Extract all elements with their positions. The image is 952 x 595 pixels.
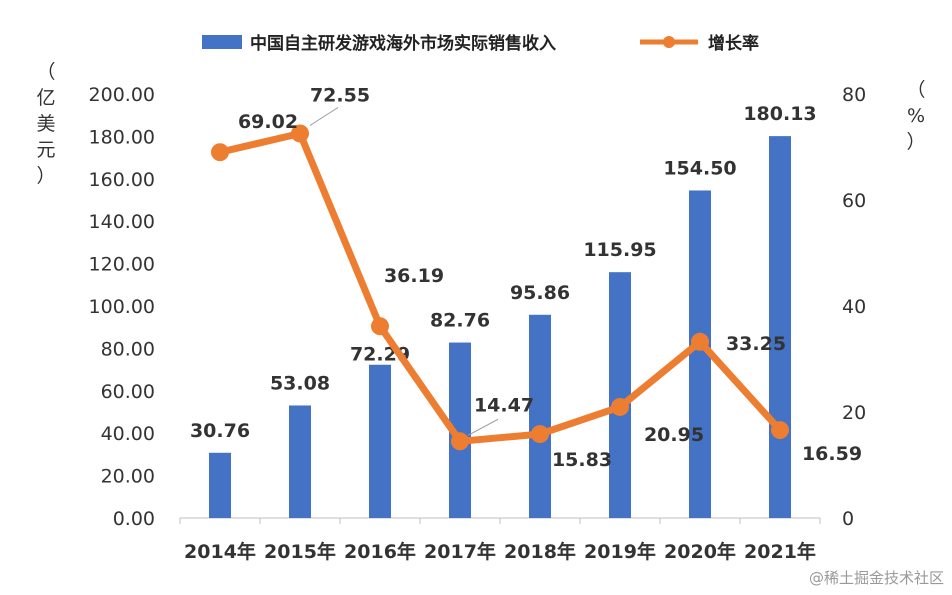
growth-point (611, 397, 629, 416)
bar (369, 364, 391, 518)
bar (289, 405, 311, 518)
growth-line (216, 129, 784, 445)
bar (609, 272, 631, 518)
bar-data-label: 53.08 (270, 372, 330, 394)
bar-data-labels: 30.7653.0872.2982.7695.86115.95154.50180… (190, 103, 817, 442)
line-series (211, 124, 789, 451)
legend-line-marker (663, 36, 675, 48)
bar-data-label: 82.76 (430, 310, 490, 332)
bar-data-label: 95.86 (510, 282, 570, 304)
growth-point (691, 332, 709, 351)
line-data-label: 69.02 (238, 111, 298, 133)
y-tick-left: 20.00 (101, 466, 155, 488)
x-tick-label: 2017年 (424, 540, 496, 563)
bar (689, 190, 711, 518)
legend-bar-swatch (202, 35, 242, 49)
bar (769, 136, 791, 519)
label-leader-line (309, 107, 339, 126)
y-tick-left: 160.00 (89, 169, 155, 191)
y-tick-right: 20 (842, 402, 866, 424)
legend: 中国自主研发游戏海外市场实际销售收入 增长率 (202, 33, 759, 54)
y-tick-left: 100.00 (89, 296, 155, 318)
y-axis-left-label: （ 亿美元 ） (36, 61, 55, 187)
label-leader-line (467, 418, 499, 436)
y-tick-left: 120.00 (89, 254, 155, 276)
bar-data-label: 115.95 (583, 239, 656, 261)
y-tick-left: 200.00 (89, 84, 155, 106)
bar (529, 314, 551, 518)
growth-point (531, 425, 549, 444)
bar-data-label: 180.13 (743, 103, 816, 125)
growth-point (451, 432, 469, 451)
y-axis-left-label-char: （ (36, 61, 55, 83)
y-tick-left: 80.00 (101, 338, 155, 360)
line-data-label: 72.55 (310, 84, 370, 106)
line-data-label: 33.25 (726, 333, 786, 355)
growth-point (291, 124, 309, 143)
y-axis-left-label-char: 美 (36, 113, 55, 135)
line-data-label: 36.19 (384, 265, 444, 287)
y-tick-left: 140.00 (89, 211, 155, 233)
bar (449, 342, 471, 518)
growth-point (371, 317, 389, 336)
y-tick-right: 80 (842, 84, 866, 106)
y-axis-right-label-char: ） (906, 131, 925, 153)
growth-point (771, 421, 789, 440)
bar-series (209, 136, 791, 519)
y-axis-right-label-char: % (907, 105, 925, 127)
bar-data-label: 154.50 (663, 157, 736, 179)
bar-data-label: 30.76 (190, 420, 250, 442)
y-tick-right: 0 (842, 508, 854, 530)
x-tick-label: 2015年 (264, 540, 336, 563)
y-axis-left-label-char: ） (36, 165, 55, 187)
y-tick-left: 0.00 (113, 508, 155, 530)
line-data-label: 20.95 (644, 424, 704, 446)
y-tick-left: 40.00 (101, 423, 155, 445)
y-axis-left-label-char: 亿 (36, 87, 55, 109)
y-tick-left: 180.00 (89, 126, 155, 148)
legend-line-label: 增长率 (708, 33, 759, 54)
line-data-label: 15.83 (552, 449, 612, 471)
line-data-label: 14.47 (474, 394, 534, 416)
x-tick-label: 2021年 (744, 540, 816, 563)
x-tick-label: 2020年 (664, 540, 736, 563)
bar (209, 452, 231, 518)
y-tick-left: 60.00 (101, 381, 155, 403)
y-axis-right-label: （% ） (906, 79, 925, 153)
x-tick-label: 2019年 (584, 540, 656, 563)
y-tick-right: 60 (842, 190, 866, 212)
x-tick-label: 2018年 (504, 540, 576, 563)
line-data-labels: 69.02 72.55 36.19 14.47 15.83 20.95 33.25 16.59 (238, 84, 862, 471)
y-tick-right: 40 (842, 296, 866, 318)
x-tick-label: 2016年 (344, 540, 416, 563)
watermark: @稀土掘金技术社区 (809, 569, 944, 587)
y-axis-left-ticks: 0.00 20.00 40.00 60.00 80.00 100.00 120.00 140.… (89, 84, 155, 530)
x-axis-ticks: 2014年 2015年 2016年 2017年 2018年 2019年 2020年 2021年 (179, 518, 821, 563)
legend-bar-label: 中国自主研发游戏海外市场实际销售收入 (250, 33, 556, 54)
line-data-label: 16.59 (802, 443, 862, 465)
growth-point (211, 143, 229, 162)
y-axis-left-label-char: 元 (36, 139, 55, 161)
y-axis-right-ticks: 0 20 40 60 80 (842, 84, 866, 530)
x-tick-label: 2014年 (184, 540, 256, 563)
y-axis-right-label-char: （ (906, 79, 925, 101)
